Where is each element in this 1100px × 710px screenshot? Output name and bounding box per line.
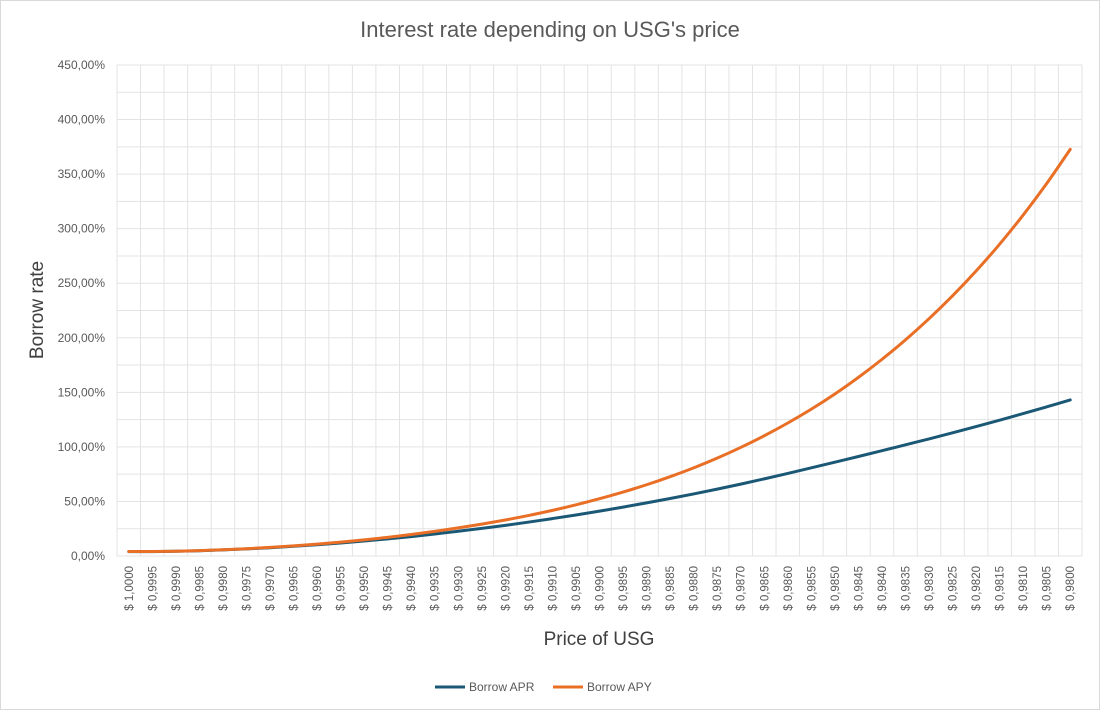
x-tick-label: $ 0,9950: [359, 566, 371, 611]
x-tick-label: $ 0,9810: [1018, 566, 1030, 611]
x-tick-label: $ 0,9915: [524, 566, 536, 611]
x-tick-label: $ 0,9890: [642, 566, 654, 611]
x-tick-label: $ 0,9855: [806, 566, 818, 611]
x-tick-label: $ 0,9840: [877, 566, 889, 611]
x-tick-label: $ 0,9985: [194, 566, 206, 611]
x-tick-label: $ 0,9900: [595, 566, 607, 611]
x-tick-label: $ 0,9990: [171, 566, 183, 611]
series-lines: [127, 147, 1072, 554]
y-tick-label: 50,00%: [64, 494, 105, 508]
x-tick-label: $ 0,9860: [783, 566, 795, 611]
legend-item: Borrow APY: [553, 680, 652, 694]
x-tick-label: $ 0,9905: [571, 566, 583, 611]
x-tick-label: $ 0,9920: [500, 566, 512, 611]
x-tick-label: $ 0,9940: [406, 566, 418, 611]
y-tick-label: 350,00%: [58, 167, 106, 181]
x-tick-label: $ 0,9945: [383, 566, 395, 611]
y-tick-label: 400,00%: [58, 113, 106, 127]
x-tick-label: $ 0,9930: [453, 566, 465, 611]
y-tick-label: 250,00%: [58, 276, 106, 290]
x-tick-label: $ 0,9960: [312, 566, 324, 611]
series-line-borrow-apy: [127, 147, 1072, 554]
x-tick-label: $ 0,9995: [147, 566, 159, 611]
x-tick-label: $ 0,9910: [547, 566, 559, 611]
y-tick-label: 0,00%: [71, 549, 105, 563]
x-tick-label: $ 0,9835: [900, 566, 912, 611]
x-tick-label: $ 1,0000: [124, 566, 136, 611]
x-tick-label: $ 0,9825: [948, 566, 960, 611]
legend: Borrow APR Borrow APY: [435, 680, 652, 694]
legend-label: Borrow APR: [469, 680, 535, 694]
legend-label: Borrow APY: [587, 680, 652, 694]
y-tick-label: 150,00%: [58, 385, 106, 399]
y-axis-title: Borrow rate: [27, 261, 48, 359]
x-tick-label: $ 0,9870: [736, 566, 748, 611]
x-tick-label: $ 0,9820: [971, 566, 983, 611]
y-tick-label: 450,00%: [58, 58, 106, 72]
x-tick-label: $ 0,9965: [289, 566, 301, 611]
gridlines: [116, 64, 1083, 557]
x-tick-label: $ 0,9815: [995, 566, 1007, 611]
x-tick-label: $ 0,9845: [853, 566, 865, 611]
y-tick-label: 200,00%: [58, 331, 106, 345]
x-tick-label: $ 0,9955: [336, 566, 348, 611]
x-axis-title: Price of USG: [544, 629, 655, 650]
y-tick-label: 100,00%: [58, 440, 106, 454]
x-axis-ticks: $ 1,0000 $ 0,9995 $ 0,9990 $ 0,9985 $ 0,9980…: [124, 566, 1077, 611]
y-tick-label: 300,00%: [58, 222, 106, 236]
y-axis-ticks: 0,00% 50,00% 100,00% 150,00% 200,00% 250,00% 3…: [58, 58, 106, 563]
x-tick-label: $ 0,9975: [241, 566, 253, 611]
x-tick-label: $ 0,9865: [759, 566, 771, 611]
x-tick-label: $ 0,9875: [712, 566, 724, 611]
x-tick-label: $ 0,9935: [430, 566, 442, 611]
x-tick-label: $ 0,9885: [665, 566, 677, 611]
x-tick-label: $ 0,9970: [265, 566, 277, 611]
x-tick-label: $ 0,9830: [924, 566, 936, 611]
x-tick-label: $ 0,9850: [830, 566, 842, 611]
x-tick-label: $ 0,9980: [218, 566, 230, 611]
x-tick-label: $ 0,9895: [618, 566, 630, 611]
chart-title: Interest rate depending on USG's price: [360, 17, 740, 42]
x-tick-label: $ 0,9805: [1042, 566, 1054, 611]
x-tick-label: $ 0,9800: [1065, 566, 1077, 611]
legend-item: Borrow APR: [435, 680, 535, 694]
x-tick-label: $ 0,9925: [477, 566, 489, 611]
x-tick-label: $ 0,9880: [689, 566, 701, 611]
